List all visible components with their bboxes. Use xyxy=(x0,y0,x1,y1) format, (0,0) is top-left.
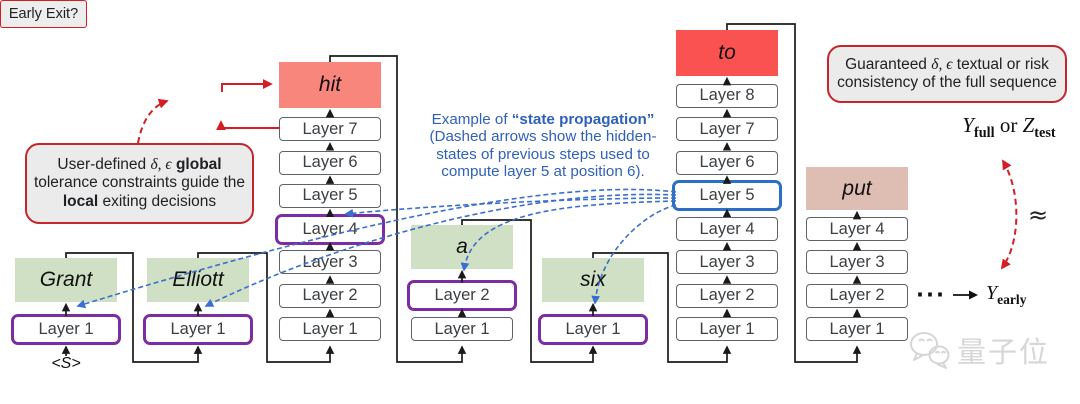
early-exit-label: Early Exit? xyxy=(8,6,79,22)
layer-box-hit-2: Layer 2 xyxy=(279,283,381,308)
callout-to-early-exit-dashed-arrow xyxy=(137,98,169,144)
layer-box-hit-6: Layer 6 xyxy=(279,150,381,175)
layer-box-grant-1: Layer 1 xyxy=(11,313,121,345)
callout-right-line1: Guaranteed δ, ϵ textual or risk xyxy=(845,55,1049,73)
layer-box-elliott-1: Layer 1 xyxy=(143,313,253,345)
token-box-a: a xyxy=(411,225,513,269)
callout-right-line2: consistency of the full sequence xyxy=(837,74,1057,91)
layer-box-to-8: Layer 8 xyxy=(676,83,778,108)
state-propagation-note: Example of “state propagation” (Dashed a… xyxy=(429,111,657,181)
token-box-hit: hit xyxy=(279,62,381,108)
layer-box-hit-1: Layer 1 xyxy=(279,317,381,341)
callout-left-line3: local exiting decisions xyxy=(62,192,217,210)
delta-epsilon-symbols: δ, ϵ xyxy=(150,155,172,173)
layer-box-to-6: Layer 6 xyxy=(676,150,778,175)
layer-box-hit-5: Layer 5 xyxy=(279,183,381,208)
start-token-label: <S> xyxy=(51,355,81,372)
layer-box-to-3: Layer 3 xyxy=(676,250,778,275)
consistency-approx-dashed-arrow xyxy=(1000,159,1018,270)
layer-box-put-3: Layer 3 xyxy=(806,250,908,275)
right-arrow-icon xyxy=(952,290,978,300)
full-output-math: Yfull or Ztest xyxy=(962,113,1056,142)
layer-box-to-1: Layer 1 xyxy=(676,317,778,341)
layer-box-put-4: Layer 4 xyxy=(806,217,908,242)
watermark-qbitai: 量子位 xyxy=(906,327,1050,373)
callout-left-line1: User-defined δ, ϵ global xyxy=(57,155,222,173)
ellipsis-dots: ··· xyxy=(916,283,946,307)
layer-box-six-1: Layer 1 xyxy=(538,313,648,345)
token-box-to: to xyxy=(676,30,778,76)
early-exit-box: Early Exit? xyxy=(0,0,87,28)
layer-box-put-1: Layer 1 xyxy=(806,317,908,341)
token-box-elliott: Elliott xyxy=(147,258,249,302)
early-output-math: ··· Yearly xyxy=(916,282,1027,308)
early-exit-to-hit-arrow xyxy=(221,79,273,92)
callout-guarantee: Guaranteed δ, ϵ textual or risk consiste… xyxy=(827,45,1067,103)
layer-box-a-1: Layer 1 xyxy=(411,317,513,341)
callout-user-tolerance: User-defined δ, ϵ global tolerance const… xyxy=(25,143,254,224)
chat-bubbles-icon xyxy=(910,332,950,369)
layer-box-put-2: Layer 2 xyxy=(806,283,908,308)
y-early-label: Yearly xyxy=(985,282,1027,307)
layer-box-to-7: Layer 7 xyxy=(676,117,778,142)
token-box-grant: Grant xyxy=(15,258,117,302)
token-box-put: put xyxy=(806,167,908,210)
layer-box-to-4: Layer 4 xyxy=(676,217,778,242)
layer-box-hit-3: Layer 3 xyxy=(279,250,381,275)
propagation-arrow-hit-l4 xyxy=(344,197,677,218)
layer-box-to-5: Layer 5 xyxy=(672,180,782,212)
layer7-to-early-exit-arrow xyxy=(216,120,280,131)
layer-box-a-2: Layer 2 xyxy=(407,280,517,312)
callout-left-line2: tolerance constraints guide the xyxy=(33,174,246,192)
layer-box-to-2: Layer 2 xyxy=(676,283,778,308)
delta-epsilon-symbols: δ, ϵ xyxy=(931,55,953,73)
watermark-text: 量子位 xyxy=(957,337,1051,369)
approx-symbol: ≈ xyxy=(1028,201,1049,229)
layer-box-hit-4: Layer 4 xyxy=(275,213,385,245)
token-box-six: six xyxy=(542,258,644,302)
layer-box-hit-7: Layer 7 xyxy=(279,117,381,142)
